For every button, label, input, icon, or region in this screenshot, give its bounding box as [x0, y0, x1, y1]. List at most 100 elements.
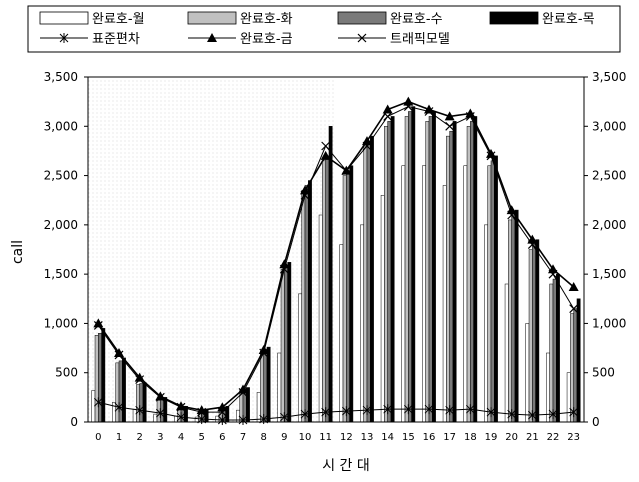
x-tick-label: 10 [299, 432, 312, 443]
bar [470, 121, 474, 423]
bar [370, 135, 374, 423]
bar [215, 415, 220, 423]
x-tick-label: 15 [402, 432, 415, 443]
data-point [259, 348, 269, 358]
y-tick-label-right: 0 [592, 415, 600, 429]
bar [504, 283, 509, 423]
bar [387, 121, 392, 423]
legend-label: 표준편차 [92, 32, 140, 47]
x-tick-label: 5 [198, 432, 204, 443]
bar [411, 106, 416, 423]
bar [535, 239, 540, 423]
bar [346, 170, 350, 423]
bar [360, 224, 364, 423]
bar [422, 165, 426, 423]
bar [339, 244, 344, 423]
legend-label: 완료호-금 [240, 32, 293, 47]
x-axis-label: 시 간 대 [322, 458, 370, 474]
x-tick-label: 4 [178, 432, 184, 443]
bar [318, 214, 323, 423]
y-axis-label: call [10, 240, 26, 264]
legend-label: 완료호-월 [92, 12, 145, 27]
bar [349, 165, 354, 423]
bar [266, 346, 271, 423]
plot-frame [87, 76, 585, 423]
bar [528, 249, 533, 423]
data-point [217, 415, 227, 426]
y-axis-right: 0 500 1,000 1,500 2,000 2,500 3,000 3,500 [584, 70, 626, 429]
x-tick-label: 20 [505, 432, 518, 443]
legend-label: 완료호-목 [542, 12, 595, 27]
bar [118, 360, 123, 423]
data-point [548, 269, 558, 279]
bar [94, 335, 99, 423]
data-point [59, 33, 69, 43]
bar [511, 214, 516, 423]
data-point [93, 320, 103, 330]
data-point [279, 412, 289, 423]
y-tick-label-left: 0 [70, 415, 78, 429]
bar [446, 135, 450, 423]
data-point [424, 404, 434, 415]
data-point [320, 150, 331, 160]
y-tick-label-right: 500 [592, 366, 615, 380]
y-tick-label-left: 1,000 [44, 316, 78, 330]
bar [142, 382, 147, 423]
bar [552, 278, 557, 423]
x-tick-label: 11 [319, 432, 332, 443]
bar [342, 175, 347, 423]
bar [452, 121, 457, 423]
y-tick-label-right: 3,500 [592, 70, 626, 84]
data-point [465, 404, 475, 415]
data-point [445, 405, 455, 416]
bar [322, 160, 326, 423]
x-tick-label: 7 [240, 432, 246, 443]
data-point [155, 392, 165, 402]
x-tick-label: 0 [95, 432, 101, 443]
bar [532, 244, 536, 423]
data-point [114, 350, 124, 360]
x-tick-label: 2 [136, 432, 142, 443]
legend-swatch [489, 11, 539, 25]
data-point [527, 240, 537, 249]
bar [136, 384, 140, 423]
bar [280, 268, 285, 423]
bar [384, 126, 388, 423]
bar [256, 392, 261, 423]
bar [304, 185, 309, 423]
x-tick-label: 14 [381, 432, 394, 443]
bar [408, 111, 412, 423]
legend-swatch [187, 11, 237, 25]
bar [494, 155, 498, 423]
bar [514, 209, 519, 423]
x-tick-label: 13 [361, 432, 374, 443]
data-point [383, 112, 393, 121]
y-axis-left: 0 500 1,000 1,500 2,000 2,500 3,000 3,500 [44, 70, 88, 429]
bar [153, 413, 158, 423]
data-point [382, 104, 393, 114]
data-point [486, 407, 496, 418]
data-point [238, 388, 248, 397]
x-tick-label: 22 [547, 432, 560, 443]
data-point [403, 404, 413, 415]
data-point [383, 404, 393, 415]
x-axis: 0 1 2 3 4 5 6 7 8 9 10 11 12 13 14 15 16 17 18 19 20 21 22 23 [95, 432, 580, 443]
bar [449, 130, 454, 423]
bar [115, 362, 120, 423]
bar [525, 323, 530, 423]
series-line [98, 401, 574, 421]
data-point [135, 375, 145, 385]
data-point [279, 264, 289, 274]
y-tick-label-left: 3,500 [44, 70, 78, 84]
data-point [568, 281, 579, 291]
bar [380, 195, 385, 423]
x-tick-label: 1 [116, 432, 122, 443]
bar [284, 266, 288, 423]
data-point [362, 141, 372, 151]
bar [466, 126, 471, 423]
y-tick-label-right: 2,500 [592, 169, 626, 183]
bar [576, 298, 581, 423]
bar [366, 140, 371, 423]
data-point [569, 304, 579, 314]
